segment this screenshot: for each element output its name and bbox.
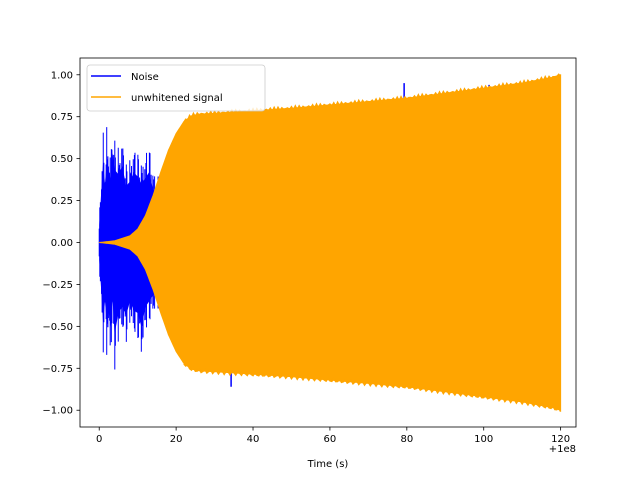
y-tick-label: 0.00 [51,238,73,249]
y-tick-label: −1.00 [42,406,73,417]
y-tick-label: −0.25 [42,280,73,291]
x-tick-label: 80 [400,434,413,445]
x-tick-label: 100 [474,434,493,445]
y-axis: 1.00 0.75 0.50 0.25 0.00 −0.25 −0.50 −0.75 −1.00 [42,70,80,417]
x-offset-label: +1e8 [549,444,576,455]
series-layer [98,73,562,412]
x-axis-label: Time (s) [307,459,349,470]
x-tick-label: 60 [324,434,337,445]
y-tick-label: −0.75 [42,364,73,375]
x-tick-label: 0 [96,434,102,445]
signal-series-upper-edge [183,73,562,123]
x-tick-label: 40 [247,434,260,445]
y-tick-label: 1.00 [51,70,73,81]
x-tick-label: 20 [170,434,183,445]
y-tick-label: 0.75 [51,112,73,123]
y-tick-label: −0.50 [42,322,73,333]
legend: Noise unwhitened signal [86,64,266,112]
signal-series-lower-edge [183,362,562,412]
legend-signal-label: unwhitened signal [131,93,223,104]
x-axis: 0 20 40 60 80 100 120 [96,427,570,445]
x-tick-label: 120 [551,434,570,445]
y-tick-label: 0.25 [51,196,73,207]
y-tick-label: 0.50 [51,154,73,165]
legend-box [86,64,266,112]
legend-noise-label: Noise [131,72,159,83]
